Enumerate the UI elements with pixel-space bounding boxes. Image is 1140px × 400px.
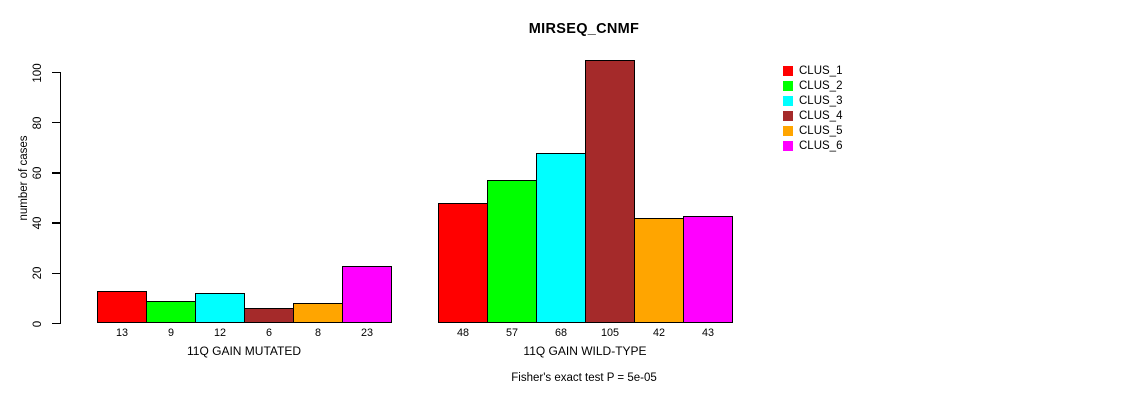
y-tick-label: 0 xyxy=(32,320,44,327)
legend-item-clus_3: CLUS_3 xyxy=(783,95,842,107)
bar-value-label: 68 xyxy=(554,326,568,339)
bar-value-label: 6 xyxy=(265,326,273,339)
legend-swatch-icon xyxy=(783,80,793,91)
bar-clus_3-wild-type xyxy=(536,152,586,324)
bar-clus_5-mutated xyxy=(293,303,343,324)
legend-swatch-icon xyxy=(783,141,793,151)
legend-swatch-icon xyxy=(783,110,793,121)
legend-item-clus_4: CLUS_4 xyxy=(783,110,842,122)
legend-item-clus_1: CLUS_1 xyxy=(783,65,842,77)
bar-value-label: 8 xyxy=(314,326,322,339)
bar-value-label: 23 xyxy=(360,326,374,339)
legend-item-clus_5: CLUS_5 xyxy=(783,125,842,137)
bar-clus_5-wild-type xyxy=(634,218,684,324)
bar-value-label: 9 xyxy=(167,326,175,339)
bar-value-label: 42 xyxy=(652,326,666,339)
y-tick-mark xyxy=(52,172,60,174)
bar-value-label: 43 xyxy=(701,326,715,339)
chart-title: MIRSEQ_CNMF xyxy=(528,21,640,37)
legend-label: CLUS_1 xyxy=(799,64,843,77)
bar-value-label: 48 xyxy=(456,326,470,339)
bar-clus_1-wild-type xyxy=(438,203,488,324)
legend-label: CLUS_3 xyxy=(799,94,843,107)
group-label: 11Q GAIN WILD-TYPE xyxy=(523,343,647,358)
y-tick-mark xyxy=(52,322,60,325)
y-axis-line xyxy=(59,71,61,325)
bar-clus_4-wild-type xyxy=(585,59,635,324)
legend-item-clus_6: CLUS_6 xyxy=(783,140,842,152)
legend-label: CLUS_4 xyxy=(799,109,843,122)
bar-clus_2-mutated xyxy=(146,300,196,324)
legend-label: CLUS_5 xyxy=(799,124,843,137)
y-tick-mark xyxy=(52,122,60,124)
y-tick-label: 100 xyxy=(32,62,44,83)
bar-value-label: 57 xyxy=(505,326,519,339)
legend-swatch-icon xyxy=(783,95,793,106)
bar-clus_4-mutated xyxy=(244,308,294,324)
y-tick-mark xyxy=(52,71,60,74)
legend-label: CLUS_6 xyxy=(799,140,843,152)
legend-item-clus_2: CLUS_2 xyxy=(783,80,842,92)
bar-clus_6-mutated xyxy=(342,265,392,324)
legend-label: CLUS_2 xyxy=(799,79,843,92)
bar-clus_6-wild-type xyxy=(683,215,733,324)
bar-value-label: 12 xyxy=(213,326,227,339)
bar-clus_2-wild-type xyxy=(487,180,537,324)
legend-swatch-icon xyxy=(783,65,793,76)
y-tick-mark xyxy=(52,272,60,274)
bar-value-label: 13 xyxy=(115,326,129,339)
y-tick-mark xyxy=(52,222,60,224)
group-label: 11Q GAIN MUTATED xyxy=(186,343,302,358)
y-tick-label: 60 xyxy=(32,166,44,180)
bar-value-label: 105 xyxy=(600,326,620,339)
y-tick-label: 20 xyxy=(32,266,44,280)
fisher-test-annotation: Fisher's exact test P = 5e-05 xyxy=(511,372,657,384)
bar-clus_3-mutated xyxy=(195,293,245,324)
legend-swatch-icon xyxy=(783,125,793,136)
bar-clus_1-mutated xyxy=(97,290,147,324)
y-tick-label: 80 xyxy=(32,116,44,130)
y-tick-label: 40 xyxy=(32,216,44,230)
